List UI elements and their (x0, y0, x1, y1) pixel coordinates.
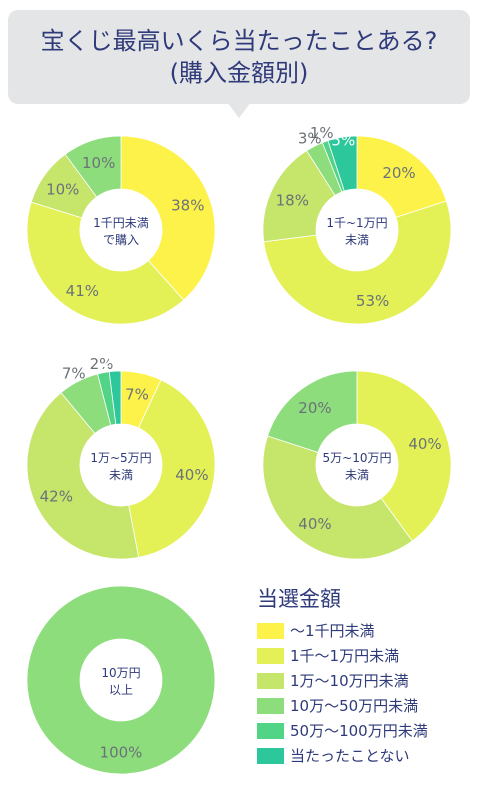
slice-value-label: 2% (90, 355, 114, 373)
donut-center-label: 未満 (345, 468, 369, 482)
legend-label: 〜1千円未満 (290, 622, 375, 640)
legend-label: 1万〜10万円未満 (290, 672, 409, 690)
slice-value-label: 1% (310, 124, 334, 142)
slice-value-label: 20% (382, 164, 415, 182)
slice-value-label: 18% (276, 192, 309, 210)
donut-slice (267, 370, 358, 453)
donut-slice (64, 135, 122, 198)
slice-value-label: 10% (82, 154, 115, 172)
legend-swatch (257, 673, 284, 689)
slice-value-label: 7% (125, 385, 149, 403)
donut-slice (108, 370, 122, 425)
legend-swatch (257, 748, 284, 764)
donut-slice (26, 392, 140, 560)
donut-slice (263, 200, 452, 325)
donut-slice (26, 201, 185, 325)
slice-value-label: 5% (331, 132, 355, 150)
slice-value-label: 41% (66, 282, 99, 300)
donut-slice (26, 585, 216, 775)
slice-value-label: 40% (408, 435, 441, 453)
donut-center-label: で購入 (103, 233, 139, 247)
slice-value-label: 7% (62, 364, 86, 382)
slice-value-label: 38% (171, 196, 204, 214)
donut-slice (120, 135, 216, 301)
donut-chart-2: 20% 53% 18% 3%1%5% 1千~1万円未満 (262, 124, 452, 325)
donut-center-label: 以上 (109, 683, 133, 697)
legend-swatch (257, 623, 284, 639)
legend-label: 当たったことない (290, 747, 410, 765)
slice-value-label: 53% (356, 292, 389, 310)
title-bubble-tail (227, 102, 251, 118)
legend-label: 50万〜100万円未満 (290, 722, 428, 740)
donut-slice (356, 135, 447, 218)
slice-value-label: 40% (298, 515, 331, 533)
donut-center-label: 未満 (109, 468, 133, 482)
donut-center-label: 10万円 (101, 666, 140, 680)
donut-slice (262, 150, 336, 243)
legend-swatch (257, 698, 284, 714)
slice-value-label: 3% (298, 129, 322, 147)
legend-title: 当選金額 (257, 587, 341, 611)
legend-swatch (257, 723, 284, 739)
donut-center-label: 1万~5万円 (90, 451, 151, 465)
slice-value-label: 10% (46, 181, 79, 199)
donut-center-label: 1千~1万円 (326, 216, 387, 230)
slice-value-label: 100% (100, 744, 143, 762)
donut-slice (356, 370, 452, 542)
donut-chart-4: 40% 40% 20% 5万~10万円未満 (262, 370, 452, 560)
slice-value-label: 20% (298, 399, 331, 417)
donut-center-label: 5万~10万円 (323, 451, 392, 465)
chart-subtitle: (購入金額別) (169, 59, 309, 87)
donut-center-label: 1千円未満 (93, 216, 149, 230)
donut-slice (327, 135, 358, 192)
donut-slice (128, 379, 216, 558)
donut-center-label: 未満 (345, 233, 369, 247)
slice-value-label: 40% (175, 466, 208, 484)
donut-slice (262, 435, 413, 560)
legend-label: 10万〜50万円未満 (290, 697, 419, 715)
legend-swatch (257, 648, 284, 664)
slice-value-label: 2% (103, 353, 127, 371)
slice-value-label: 42% (40, 487, 73, 505)
title-bubble (8, 10, 470, 104)
chart-title: 宝くじ最高いくら当たったことある? (40, 27, 438, 55)
legend-label: 1千〜1万円未満 (290, 647, 400, 665)
